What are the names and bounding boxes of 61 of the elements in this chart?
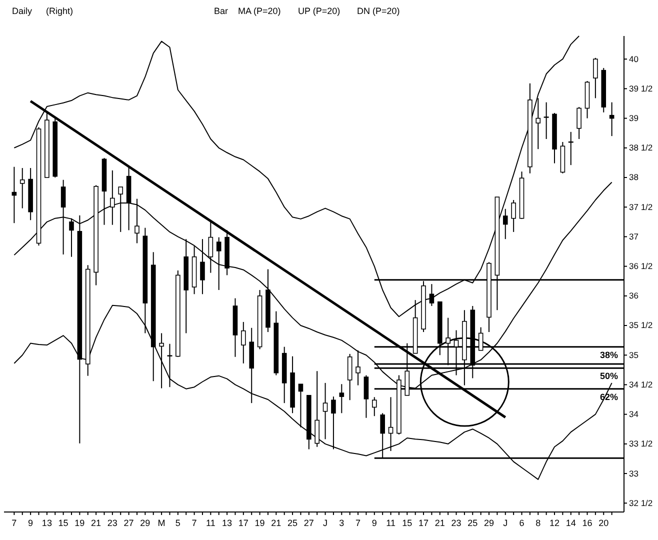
- x-tick-label: 29: [140, 518, 150, 528]
- x-tick-label: 29: [484, 518, 494, 528]
- text: (Right): [46, 6, 74, 16]
- x-tick-label: 11: [206, 518, 216, 528]
- x-tick-label: 6: [519, 518, 524, 528]
- y-tick-label: 37 1/2: [629, 202, 653, 212]
- x-tick-label: J: [503, 518, 508, 528]
- y-tick-label: 38 1/2: [629, 142, 653, 153]
- x-tick-label: 15: [58, 518, 68, 528]
- annotation: 38%: [600, 350, 618, 360]
- x-tick-label: 19: [74, 518, 85, 528]
- x-tick-label: 13: [42, 518, 52, 528]
- y-tick-label: 32 1/2: [629, 498, 653, 508]
- x-tick-label: 3: [339, 518, 344, 528]
- x-tick-label: 8: [536, 518, 541, 528]
- y-tick-label: 35 1/2: [629, 320, 653, 330]
- text: UP (P=20): [298, 6, 340, 16]
- y-tick-label: 34 1/2: [629, 379, 653, 390]
- x-tick-label: 14: [566, 518, 576, 528]
- annotation: 50%: [600, 371, 618, 382]
- x-tick-label: 21: [91, 518, 102, 528]
- x-tick-label: 16: [582, 518, 592, 528]
- y-tick-label: 38: [629, 172, 639, 182]
- x-tick-label: 15: [402, 518, 412, 528]
- x-tick-label: 27: [124, 518, 134, 528]
- y-tick-label: 39: [629, 113, 639, 124]
- x-tick-label: 23: [107, 518, 118, 528]
- text: Bar: [214, 6, 228, 16]
- chart-title: Daily: [12, 6, 33, 16]
- y-tick-label: 33 1/2: [629, 438, 653, 449]
- x-tick-label: 23: [451, 518, 462, 528]
- x-tick-label: 19: [254, 518, 265, 528]
- x-tick-label: J: [323, 518, 328, 528]
- x-tick-label: 12: [550, 518, 560, 528]
- y-tick-label: 36 1/2: [629, 261, 653, 272]
- x-tick-label: 17: [418, 518, 429, 528]
- x-tick-label: 21: [271, 518, 282, 528]
- y-tick-label: 34: [629, 409, 639, 420]
- x-tick-label: 25: [288, 518, 298, 528]
- x-tick-label: 11: [386, 518, 396, 528]
- x-tick-label: 20: [598, 518, 609, 528]
- x-tick-label: 17: [238, 518, 248, 528]
- x-tick-label: M: [158, 518, 166, 528]
- x-tick-label: 25: [468, 518, 478, 528]
- y-tick-label: 40: [629, 54, 639, 64]
- x-tick-label: 9: [372, 518, 377, 528]
- text: DN (P=20): [357, 6, 400, 16]
- y-tick-label: 36: [629, 290, 639, 301]
- y-tick-label: 39 1/2: [629, 83, 653, 94]
- y-tick-label: 33: [629, 468, 639, 478]
- x-tick-label: 7: [356, 518, 361, 528]
- x-tick-label: 27: [304, 518, 314, 528]
- x-tick-label: 13: [222, 518, 232, 528]
- x-tick-label: 7: [12, 518, 17, 528]
- text: MA (P=20): [238, 6, 281, 16]
- x-tick-label: 21: [434, 518, 445, 528]
- x-tick-label: 5: [175, 518, 180, 528]
- x-tick-label: 7: [192, 518, 197, 528]
- x-tick-label: 9: [28, 518, 34, 528]
- y-tick-label: 37: [629, 231, 639, 242]
- y-tick-label: 35: [629, 350, 639, 360]
